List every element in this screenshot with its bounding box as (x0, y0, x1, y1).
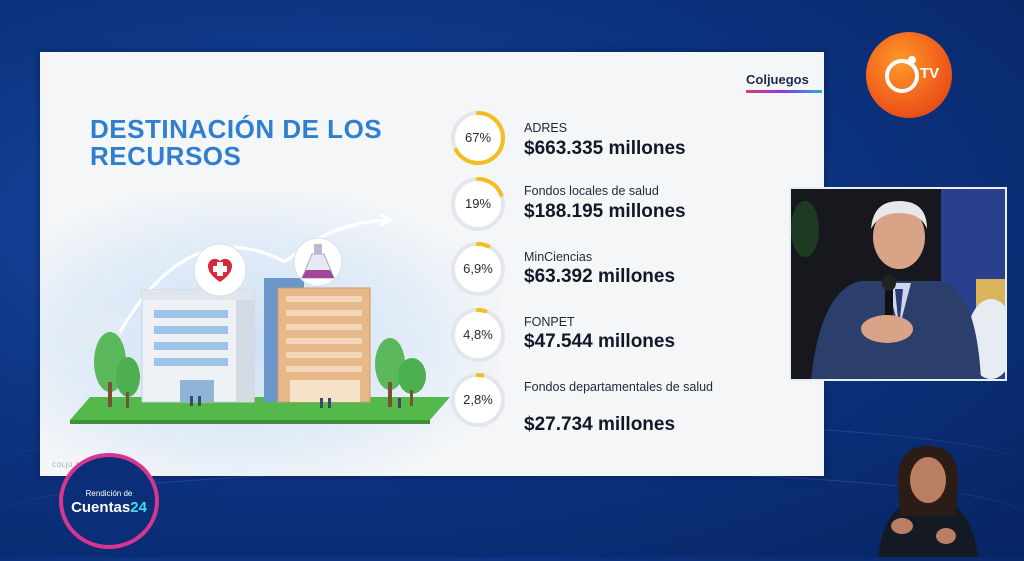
allocation-name: ADRES (524, 121, 568, 135)
hospital-illustration (58, 212, 450, 424)
ring-progress-arc (451, 177, 505, 231)
percent-label: 4,8% (463, 327, 493, 342)
allocation-amount: $663.335 millones (524, 138, 686, 159)
arrow-icon (118, 245, 286, 333)
presentation-slide: DESTINACIÓN DE LOS RECURSOS Coljuegos (40, 52, 824, 476)
percent-label: 19% (464, 196, 492, 211)
allocation-item: 2,8% Fondos departamentales de salud $27… (448, 370, 818, 440)
ring-progress-arc (451, 111, 505, 165)
percent-ring (451, 373, 505, 427)
allocation-item: 4,8% FONPET $47.544 millones (448, 305, 818, 365)
percent-ring (451, 177, 505, 231)
ring-progress-arc (451, 373, 505, 427)
percent-label: 6,9% (463, 261, 493, 276)
ring-progress-arc (451, 308, 505, 362)
allocation-name: Fondos locales de salud (524, 184, 659, 198)
brand-underline (746, 90, 822, 93)
percent-ring (451, 308, 505, 362)
allocation-item: 6,9% MinCiencias $63.392 millones (448, 239, 818, 299)
ring-progress-arc (451, 242, 505, 296)
arrow-icon (284, 218, 389, 264)
allocation-item: 67% ADRES $663.335 millones (448, 108, 818, 168)
allocation-name: Fondos departamentales de salud (524, 380, 714, 394)
allocation-name: MinCiencias (524, 250, 593, 264)
allocation-item: 19% Fondos locales de salud $188.195 mil… (448, 174, 818, 234)
sign-language-interpreter (878, 446, 978, 557)
percent-ring (451, 242, 505, 296)
allocation-amount: $27.734 millones (524, 414, 676, 435)
channel-logo: TV (866, 32, 952, 118)
channel-logo-mark (885, 56, 919, 93)
event-logo-number: 24 (130, 499, 147, 516)
flask-icon (301, 244, 335, 279)
coljuegos-logo: Coljuegos (746, 72, 809, 87)
slide-title: DESTINACIÓN DE LOS RECURSOS (90, 114, 383, 171)
allocation-amount: $47.544 millones (524, 331, 676, 352)
percent-label: 2,8% (463, 392, 493, 407)
channel-logo-text: TV (920, 65, 940, 82)
event-logo-top: Rendición de (85, 489, 133, 498)
allocation-name: FONPET (524, 315, 575, 329)
event-logo-main: Cuentas24 (63, 499, 155, 516)
event-logo: Rendición de Cuentas24 (59, 453, 159, 549)
percent-label: 67% (464, 130, 492, 145)
allocation-amount: $63.392 millones (524, 266, 676, 287)
speaker-video (789, 187, 1007, 381)
percent-ring (451, 111, 505, 165)
allocation-amount: $188.195 millones (524, 201, 686, 222)
speaker-figure (791, 189, 1005, 379)
medical-cross-icon (207, 258, 233, 282)
event-logo-word: Cuentas (71, 499, 131, 516)
